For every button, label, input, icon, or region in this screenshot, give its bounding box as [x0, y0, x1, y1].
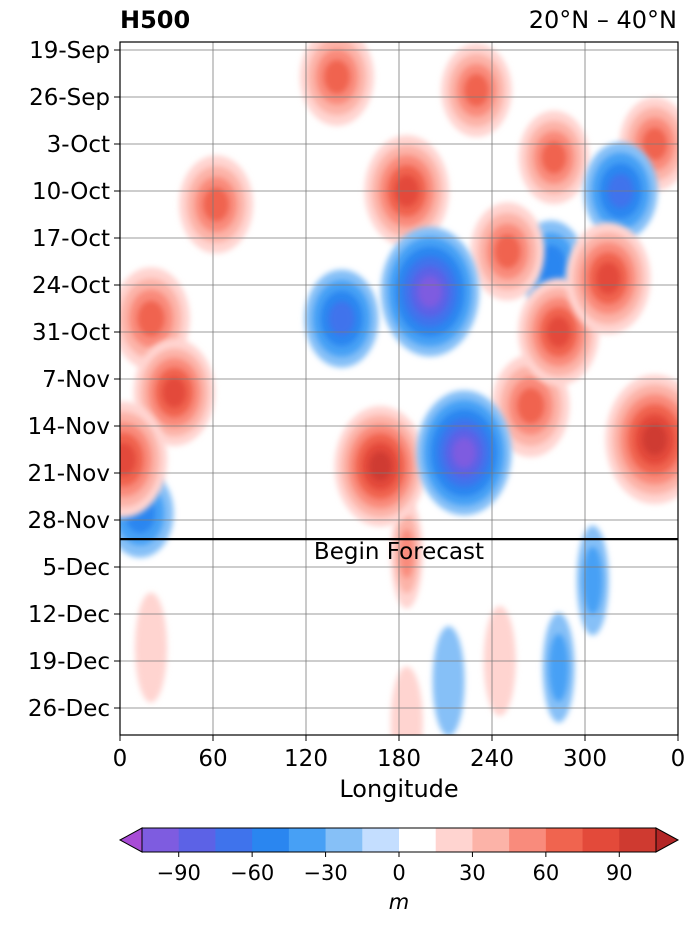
y-tick-label: 5-Dec — [43, 555, 110, 581]
contour-band — [135, 592, 167, 703]
x-tick-label: 60 — [198, 746, 227, 772]
colorbar-label: m — [388, 890, 410, 914]
contour-band — [548, 633, 569, 702]
colorbar-swatch — [509, 828, 547, 852]
contour-band — [541, 141, 567, 174]
contour-band — [642, 423, 667, 456]
contour-band — [162, 377, 186, 408]
forecast-label: Begin Forecast — [314, 539, 484, 565]
colorbar: −90 −60 −30 0 30 60 90 — [118, 827, 680, 885]
contour-feature — [179, 155, 254, 254]
x-tick-label: 240 — [470, 746, 514, 772]
chart-title-right: 20°N – 40°N — [528, 6, 677, 34]
contour-feature — [518, 110, 590, 205]
colorbar-tick-label: 90 — [606, 861, 633, 885]
contour-band — [432, 626, 465, 735]
y-tick-label: 21-Nov — [28, 461, 110, 487]
y-tick-label: 17-Oct — [32, 226, 110, 252]
contour-band — [137, 300, 165, 337]
x-tick-label: 120 — [284, 746, 328, 772]
colorbar-swatch — [252, 828, 290, 852]
y-tick-label: 14-Nov — [28, 414, 110, 440]
x-axis-label: Longitude — [339, 775, 459, 803]
contour-feature — [432, 626, 465, 735]
contour-feature — [605, 374, 678, 505]
contour-band — [464, 74, 489, 107]
x-tick-label: 0 — [671, 746, 686, 772]
contour-feature — [334, 406, 427, 527]
colorbar-swatch — [435, 828, 473, 852]
colorbar-swatch — [545, 828, 584, 852]
colorbar-swatch — [325, 828, 363, 852]
y-tick-label: 10-Oct — [32, 179, 110, 205]
y-tick-label: 28-Nov — [28, 508, 110, 534]
contour-field — [120, 42, 678, 735]
contour-band — [596, 262, 621, 295]
colorbar-tick-label: −30 — [303, 861, 347, 885]
contour-band — [120, 443, 136, 477]
contour-band — [452, 437, 476, 469]
y-tick-label: 3-Oct — [47, 132, 110, 158]
colorbar-swatch — [288, 828, 327, 852]
contour-feature — [566, 222, 651, 335]
contour-band — [369, 451, 392, 481]
contour-band — [324, 59, 350, 94]
colorbar-swatch — [399, 828, 437, 852]
colorbar-extend-high — [655, 827, 680, 853]
colorbar-tick-label: 60 — [532, 861, 559, 885]
y-tick-label: 19-Dec — [28, 649, 110, 675]
contour-feature — [542, 612, 575, 723]
contour-feature — [135, 592, 167, 703]
colorbar-swatch — [582, 828, 620, 852]
y-tick-label: 26-Sep — [29, 85, 110, 111]
colorbar-swatch — [215, 828, 253, 852]
colorbar-extend-low — [118, 827, 143, 853]
contour-feature — [441, 43, 512, 138]
contour-band — [418, 276, 442, 308]
y-tick-label: 12-Dec — [28, 602, 110, 628]
colorbar-swatch — [619, 828, 657, 852]
y-tick-label: 7-Nov — [42, 367, 110, 393]
colorbar-swatch — [142, 828, 180, 852]
contour-band — [582, 546, 603, 615]
colorbar-tick-label: 30 — [459, 861, 486, 885]
contour-feature — [120, 401, 168, 518]
x-tick-label: 0 — [113, 746, 128, 772]
y-tick-label: 19-Sep — [29, 38, 110, 64]
colorbar-swatch — [472, 828, 510, 852]
y-tick-label: 24-Oct — [32, 273, 110, 299]
contour-band — [328, 301, 355, 336]
y-tick-label: 26-Dec — [28, 696, 110, 722]
x-tick-label: 300 — [563, 746, 607, 772]
x-tick-label: 180 — [377, 746, 421, 772]
colorbar-tick-label: −60 — [230, 861, 274, 885]
contour-feature — [380, 226, 480, 357]
contour-band — [399, 529, 414, 579]
colorbar-tick-label: 0 — [392, 861, 405, 885]
contour-band — [517, 388, 545, 424]
contour-feature — [576, 525, 609, 636]
colorbar-swatch — [362, 828, 400, 852]
contour-feature — [470, 202, 545, 301]
chart-title-left: H500 — [120, 6, 191, 34]
colorbar-swatch — [178, 828, 216, 852]
contour-band — [203, 187, 229, 222]
contour-feature — [416, 390, 512, 516]
contour-feature — [304, 269, 379, 368]
y-tick-label: 31-Oct — [32, 320, 110, 346]
colorbar-tick-label: −90 — [157, 861, 201, 885]
contour-band — [494, 234, 521, 269]
